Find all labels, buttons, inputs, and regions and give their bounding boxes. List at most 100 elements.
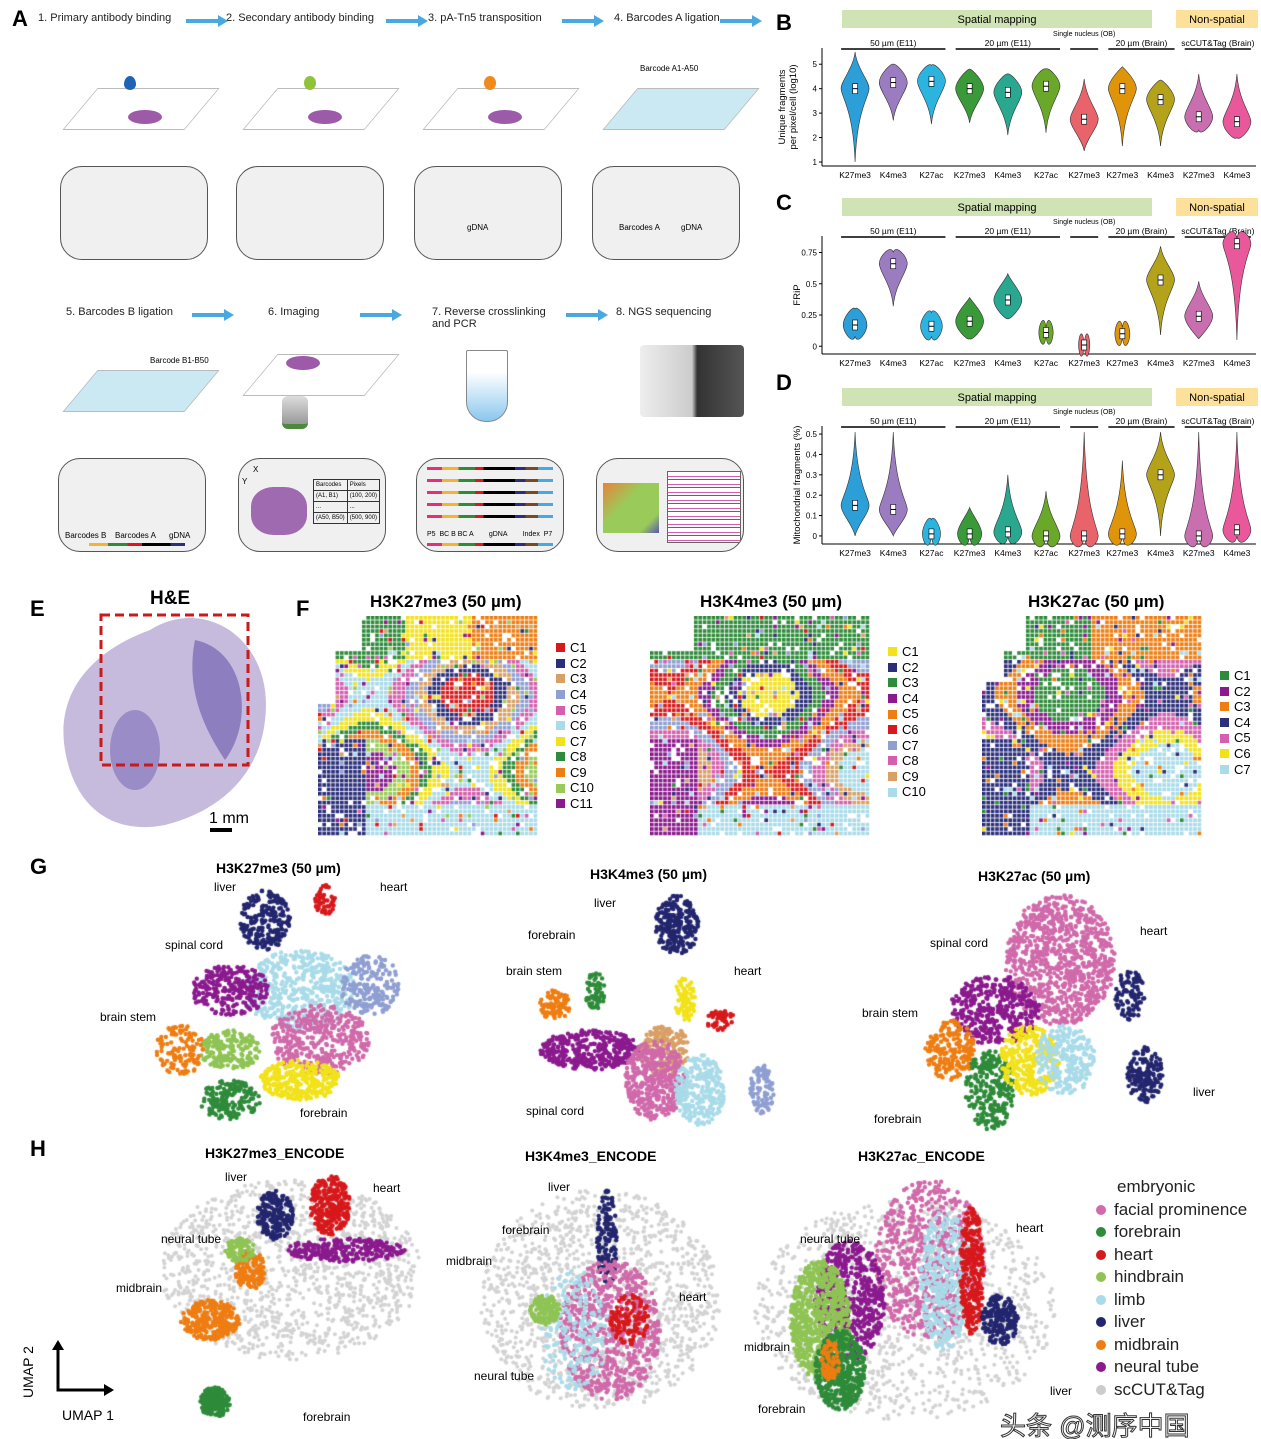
legend-label: liver (1114, 1312, 1146, 1331)
pcr-tube-icon (466, 350, 508, 422)
legend-h3k27ac: C1 C2 C3 C4 C5 C6 C7 (1220, 668, 1251, 777)
chart-b-unique-fragments: Spatial mapping Non-spatial 50 µm (E11) 20 … (777, 10, 1258, 180)
violin-k4me3 (878, 249, 908, 307)
y-tick-label: 3 (813, 109, 818, 118)
legend-swatch (888, 772, 897, 782)
x-tick-label: K4me3 (1147, 548, 1174, 558)
x-tick-label: K4me3 (994, 170, 1021, 180)
legend-item: C7 (556, 734, 594, 750)
violin-k27me3 (1184, 73, 1214, 133)
x-tick-label: K27me3 (1107, 548, 1139, 558)
arrow-icon (566, 309, 608, 321)
cluster-annotation: liver (594, 896, 617, 910)
y-label-line: Unique fragments (777, 69, 788, 144)
barcodes-a-label: Barcodes A (115, 531, 156, 540)
arrow-icon (360, 309, 402, 321)
mechanism-box-2 (236, 166, 384, 260)
legend-label: scCUT&Tag (1114, 1379, 1205, 1399)
violin-k4me3 (1146, 246, 1175, 336)
legend-label: limb (1114, 1289, 1146, 1309)
chart-c-frip: Spatial mapping Non-spatial 50 µm (E11) 20 … (792, 198, 1258, 368)
spatial-map-h3k27ac (982, 616, 1208, 836)
legend-label: midbrain (1114, 1334, 1180, 1354)
barcode-strand-icon (89, 543, 185, 546)
cluster-annotation: liver (1050, 1384, 1073, 1398)
violin-k4me3 (878, 63, 908, 121)
genome-track-thumbnail (667, 471, 741, 543)
cluster-annotation: brain stem (862, 1006, 919, 1020)
x-tick-label: K4me3 (1223, 548, 1250, 558)
legend-label: C2 (902, 659, 919, 675)
x-tick-label: K27me3 (1183, 170, 1215, 180)
legend-item: C6 (1220, 746, 1251, 762)
non-spatial-label: Non-spatial (1189, 14, 1245, 26)
legend-label: C8 (902, 753, 919, 769)
legend-item: C4 (1220, 715, 1251, 731)
y-tick-label: 0.5 (806, 280, 818, 289)
y-tick-label: 4 (813, 85, 818, 94)
group-label: 50 µm (E11) (870, 38, 916, 48)
legend-label: C11 (570, 795, 593, 811)
violin-k27me3 (840, 51, 870, 163)
legend-item: limb (1096, 1289, 1247, 1312)
legend-item: C1 (556, 640, 594, 656)
non-spatial-banner (1176, 198, 1258, 216)
step-1-label: 1. Primary antibody binding (38, 12, 172, 24)
f-title-h3k27ac: H3K27ac (50 µm) (1028, 592, 1165, 611)
f-title-h3k4me3: H3K4me3 (50 µm) (700, 592, 843, 611)
sequencing-result-box (596, 458, 744, 552)
legend-item: liver (1096, 1311, 1247, 1334)
violin-k4me3 (878, 432, 908, 537)
x-tick-label: K4me3 (880, 358, 907, 368)
y-tick-label: 0.4 (806, 450, 818, 459)
legend-label: C4 (902, 690, 919, 706)
table-cell: ... (313, 501, 348, 513)
violin-k27me3 (1184, 432, 1214, 548)
legend-swatch (1220, 718, 1229, 728)
violin-k27ac (1031, 68, 1061, 133)
legend-label: hindbrain (1114, 1267, 1184, 1286)
legend-swatch (888, 694, 897, 704)
panel-label-d: D (776, 370, 792, 395)
cluster-annotation: forebrain (874, 1112, 922, 1126)
legend-dot (1096, 1384, 1106, 1395)
non-spatial-banner (1176, 10, 1258, 28)
legend-dot (1096, 1339, 1106, 1350)
umap-scatter-plots (0, 860, 1261, 1439)
h-title-1: H3K4me3_ENCODE (525, 1148, 657, 1164)
cluster-annotation: forebrain (528, 928, 576, 942)
legend-label: C9 (570, 764, 587, 780)
group-label: 20 µm (E11) (985, 416, 1031, 426)
cluster-annotation: heart (734, 964, 762, 978)
g-title-2: H3K27ac (50 µm) (978, 868, 1091, 884)
gdna-label: gDNA (169, 531, 191, 540)
cluster-annotation: spinal cord (165, 938, 224, 952)
x-tick-label: K27ac (1034, 548, 1059, 558)
gdna-label: gDNA (681, 223, 703, 232)
umap-x-label: UMAP 1 (62, 1407, 114, 1423)
violin-k27me3 (840, 432, 870, 536)
violin-k4me3 (1146, 432, 1175, 536)
y-axis-label: FRiP (792, 284, 803, 305)
violin-k4me3 (993, 73, 1023, 136)
barcode-pixel-table: Barcodes Pixels (A1, B1) (100, 200) ......… (313, 479, 381, 524)
x-tick-label: K27me3 (1183, 358, 1215, 368)
cluster-annotation: neural tube (161, 1232, 222, 1246)
spatial-mapping-label: Spatial mapping (958, 392, 1037, 404)
table-header: Pixels (346, 479, 381, 491)
watermark: 头条 @测序中国 (1000, 1411, 1191, 1439)
pcr-product-strand (427, 479, 553, 482)
group-label: Single nucleus (OB) (1053, 31, 1115, 38)
legend-swatch (556, 752, 565, 762)
spatial-map-h3k27me3 (318, 616, 544, 836)
y-tick-label: 0.2 (806, 491, 818, 500)
x-tick-label: K4me3 (994, 548, 1021, 558)
step-4-label: 4. Barcodes A ligation (614, 12, 720, 24)
pcr-product-strand (427, 503, 553, 506)
legend-label: neural tube (1114, 1357, 1200, 1376)
y-tick-label: 0.25 (801, 311, 817, 320)
legend-item: C2 (556, 656, 594, 672)
legend-label: C6 (570, 717, 587, 733)
x-tick-label: K4me3 (1223, 358, 1250, 368)
table-cell: (A1, B1) (313, 490, 348, 502)
